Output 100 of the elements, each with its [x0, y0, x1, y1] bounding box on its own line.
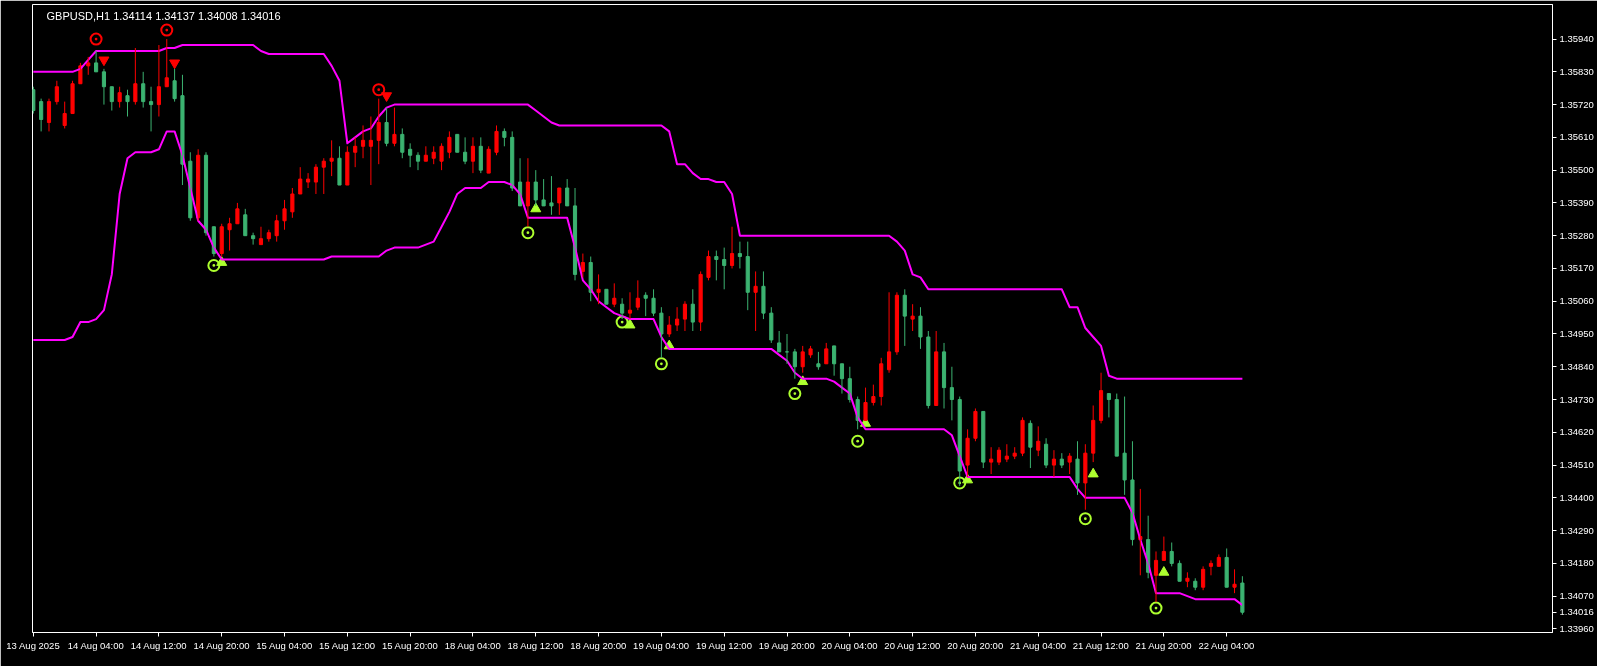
x-tick-label: 21 Aug 12:00 — [1072, 639, 1129, 651]
candlestick — [926, 330, 931, 409]
candlestick — [965, 428, 970, 478]
y-tick-label: 1.34620 — [1559, 426, 1594, 438]
candlestick — [117, 86, 122, 109]
candlestick — [910, 303, 915, 332]
y-tick-label: 1.35060 — [1559, 295, 1594, 307]
point — [1158, 566, 1170, 576]
x-tick-label: 18 Aug 12:00 — [507, 639, 564, 651]
candlestick — [70, 80, 75, 115]
candlestick — [1067, 452, 1072, 475]
candlestick — [439, 142, 444, 171]
candlestick — [871, 384, 876, 406]
candlestick — [337, 145, 342, 186]
y-tick-label: 1.35280 — [1559, 229, 1594, 241]
candlestick — [651, 288, 656, 317]
point — [530, 202, 542, 213]
x-tick-label: 20 Aug 20:00 — [947, 639, 1004, 651]
y-tick-label: 1.35830 — [1559, 65, 1594, 77]
candlestick — [549, 175, 554, 216]
candlestick — [1232, 568, 1237, 594]
candlestick — [1122, 396, 1127, 496]
candlestick — [1075, 440, 1080, 496]
candlestick — [282, 199, 287, 231]
candlestick — [62, 101, 67, 129]
y-tick-label: 1.34730 — [1559, 393, 1594, 405]
candlestick — [800, 345, 805, 374]
y-tick-label: 1.35720 — [1559, 98, 1594, 110]
point — [851, 434, 865, 448]
candlestick — [1028, 419, 1033, 469]
candlestick — [643, 291, 648, 317]
candlestick — [455, 133, 460, 153]
point — [98, 56, 110, 67]
point — [381, 92, 393, 102]
x-tick-label: 14 Aug 12:00 — [130, 639, 187, 651]
candlestick — [1169, 542, 1174, 567]
candlestick — [384, 107, 389, 147]
x-tick-label: 21 Aug 04:00 — [1009, 639, 1066, 651]
candlestick — [1020, 416, 1025, 457]
y-tick-label: 1.35610 — [1559, 131, 1594, 143]
point — [654, 357, 668, 371]
candlestick — [235, 202, 240, 225]
candlestick — [329, 139, 334, 177]
candlestick — [863, 387, 868, 421]
y-tick-label: 1.34400 — [1559, 491, 1594, 503]
candlestick — [714, 250, 719, 281]
x-tick-label: 20 Aug 04:00 — [821, 639, 878, 651]
candlestick — [769, 306, 774, 344]
y-tick-label: 1.34016 — [1559, 606, 1594, 618]
candlestick — [133, 47, 138, 106]
point — [1078, 512, 1092, 526]
candlestick — [698, 270, 703, 332]
y-tick-label: 1.34290 — [1559, 524, 1594, 536]
x-tick-label: 14 Aug 20:00 — [193, 639, 250, 651]
point — [1087, 467, 1099, 478]
candlestick — [1185, 571, 1190, 588]
x-tick-label: 20 Aug 12:00 — [884, 639, 941, 651]
point — [624, 318, 636, 329]
x-tick-label: 19 Aug 12:00 — [695, 639, 752, 651]
line-series — [32, 44, 1244, 380]
candlestick — [392, 107, 397, 147]
x-tick-label: 22 Aug 04:00 — [1198, 639, 1255, 651]
candlestick — [1004, 443, 1009, 463]
candlestick — [1240, 575, 1245, 616]
candlestick — [400, 127, 405, 159]
candlestick — [706, 250, 711, 281]
point — [615, 315, 629, 329]
candlestick — [981, 410, 986, 469]
candlestick — [345, 145, 350, 186]
y-tick-label: 1.34840 — [1559, 360, 1594, 372]
x-tick-label: 18 Aug 20:00 — [570, 639, 627, 651]
candlestick — [494, 124, 499, 156]
candlestick — [1012, 446, 1017, 460]
candlestick — [596, 273, 601, 305]
candlestick — [219, 223, 224, 258]
x-tick-label: 21 Aug 20:00 — [1135, 639, 1192, 651]
x-tick-label: 18 Aug 04:00 — [444, 639, 501, 651]
point — [372, 83, 386, 97]
y-tick-label: 1.34070 — [1559, 590, 1594, 602]
y-tick-label: 1.35390 — [1559, 196, 1594, 208]
candlestick — [557, 187, 562, 216]
x-tick-label: 15 Aug 20:00 — [381, 639, 438, 651]
candlestick — [125, 89, 130, 118]
candlestick — [659, 306, 664, 359]
candlestick — [172, 68, 177, 103]
point — [953, 476, 967, 490]
candlestick — [431, 145, 436, 165]
candlestick — [761, 270, 766, 320]
point — [1149, 601, 1163, 615]
y-tick-label: 1.34950 — [1559, 327, 1594, 339]
x-tick-label: 15 Aug 12:00 — [319, 639, 376, 651]
candlestick — [753, 270, 758, 332]
text: GBPUSD,H1 1.34114 1.34137 1.34008 1.34016 — [46, 9, 281, 22]
y-tick-label: 1.35940 — [1559, 33, 1594, 45]
y-tick-label: 1.34510 — [1559, 459, 1594, 471]
candlestick — [1224, 547, 1229, 588]
x-tick-label: 19 Aug 04:00 — [633, 639, 690, 651]
y-tick-label: 1.33960 — [1559, 622, 1594, 634]
point — [788, 387, 802, 401]
candlestick — [808, 345, 813, 359]
